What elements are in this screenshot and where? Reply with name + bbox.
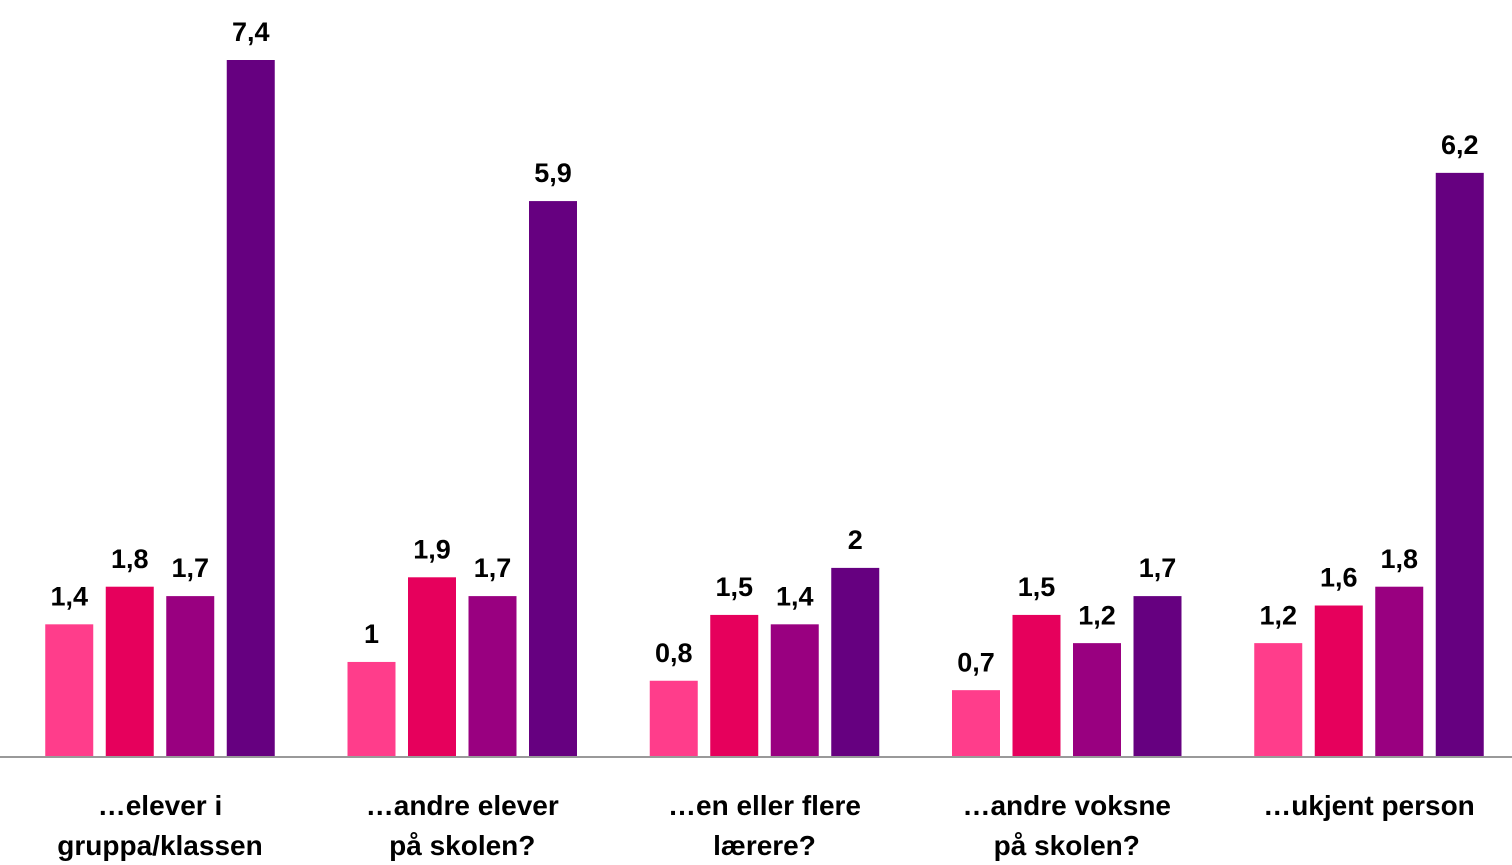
category-line: lærere? bbox=[713, 830, 816, 861]
category-label: …andre voksne på skolen? bbox=[962, 790, 1171, 861]
bar bbox=[226, 60, 275, 756]
value-label: 0,8 bbox=[655, 638, 693, 668]
value-label: 1,7 bbox=[171, 553, 209, 583]
bar bbox=[1375, 586, 1424, 756]
value-label: 7,4 bbox=[232, 17, 270, 47]
value-label: 1,2 bbox=[1259, 600, 1297, 630]
bar bbox=[408, 577, 456, 756]
bar bbox=[529, 201, 577, 757]
bar bbox=[45, 624, 94, 756]
value-label: 0,7 bbox=[957, 647, 995, 677]
bar bbox=[1314, 605, 1363, 756]
bar bbox=[166, 596, 215, 756]
value-label: 1,5 bbox=[1018, 572, 1056, 602]
value-label: 1,6 bbox=[1320, 563, 1358, 593]
category-line: …andre elever bbox=[366, 790, 559, 821]
category-line: …elever i bbox=[98, 790, 223, 821]
category-line: …andre voksne bbox=[962, 790, 1171, 821]
bar bbox=[1073, 643, 1121, 756]
category-label: …en eller flere lærere? bbox=[668, 790, 861, 861]
category-line: på skolen? bbox=[389, 830, 535, 861]
value-label: 1,5 bbox=[715, 572, 753, 602]
value-label: 1,7 bbox=[474, 553, 512, 583]
value-label: 6,2 bbox=[1441, 130, 1479, 160]
category-line: på skolen? bbox=[994, 830, 1140, 861]
value-label: 1,8 bbox=[111, 544, 149, 574]
value-label: 1,7 bbox=[1139, 553, 1177, 583]
bar bbox=[347, 661, 396, 756]
category-label: …andre elever på skolen? bbox=[366, 790, 559, 861]
category-label: …ukjent person bbox=[1263, 790, 1475, 821]
category-line: …ukjent person bbox=[1263, 790, 1475, 821]
bar bbox=[831, 567, 880, 756]
bar bbox=[710, 614, 759, 756]
bar bbox=[1435, 172, 1484, 756]
value-label: 1,2 bbox=[1078, 600, 1116, 630]
value-label: 1,9 bbox=[413, 534, 451, 564]
value-label: 5,9 bbox=[534, 158, 572, 188]
bar bbox=[1133, 596, 1182, 756]
category-label: …elever i gruppa/klassen bbox=[57, 790, 262, 861]
bar bbox=[105, 586, 154, 756]
bar bbox=[1012, 614, 1061, 756]
value-label: 1,4 bbox=[50, 581, 88, 611]
bar bbox=[952, 690, 1000, 756]
bar bbox=[468, 596, 517, 756]
bar bbox=[770, 624, 819, 756]
bar bbox=[649, 680, 698, 756]
category-line: …en eller flere bbox=[668, 790, 861, 821]
category-line: gruppa/klassen bbox=[57, 830, 262, 861]
value-label: 1,8 bbox=[1380, 544, 1418, 574]
bar bbox=[1254, 643, 1303, 756]
value-label: 2 bbox=[848, 525, 863, 555]
value-label: 1 bbox=[364, 619, 379, 649]
value-label: 1,4 bbox=[776, 581, 814, 611]
